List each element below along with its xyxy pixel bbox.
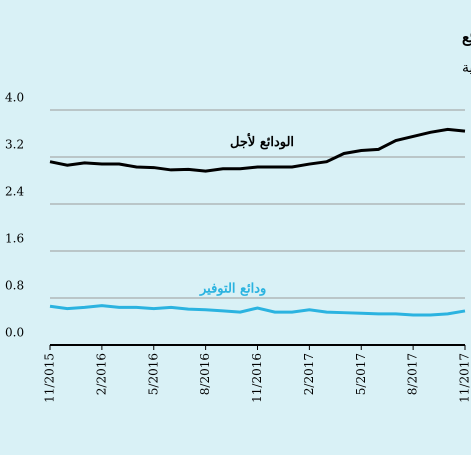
y-tick-label: 0.0: [5, 326, 24, 340]
chart-title: أسعار الفائدة على الودائع: [462, 26, 471, 46]
x-tick-label: 11/2016: [250, 353, 264, 403]
y-tick-label: 4.0: [5, 91, 24, 105]
y-tick-label: 2.4: [5, 185, 24, 199]
y-tick-label: 3.2: [5, 138, 24, 152]
series-line: [49, 304, 466, 317]
series-label: الودائع لأجل: [230, 133, 294, 150]
y-tick-label: 1.6: [5, 232, 24, 246]
series-label: ودائع التوفير: [199, 282, 266, 297]
x-tick-label: 2/2016: [94, 353, 108, 395]
series-line: [49, 127, 466, 173]
chart-subtitle: تشرين الثاني2015- تشرين الثاني 2017، نسب…: [462, 60, 471, 76]
x-tick-label: 5/2017: [354, 353, 368, 395]
y-tick-label: 0.8: [5, 279, 24, 293]
x-tick-label: 11/2015: [43, 353, 57, 403]
x-tick-label: 5/2016: [146, 353, 160, 395]
x-tick-label: 8/2017: [406, 353, 420, 395]
x-tick-label: 11/2017: [458, 353, 471, 403]
x-tick-label: 8/2016: [198, 353, 212, 395]
x-tick-label: 2/2017: [302, 353, 316, 395]
